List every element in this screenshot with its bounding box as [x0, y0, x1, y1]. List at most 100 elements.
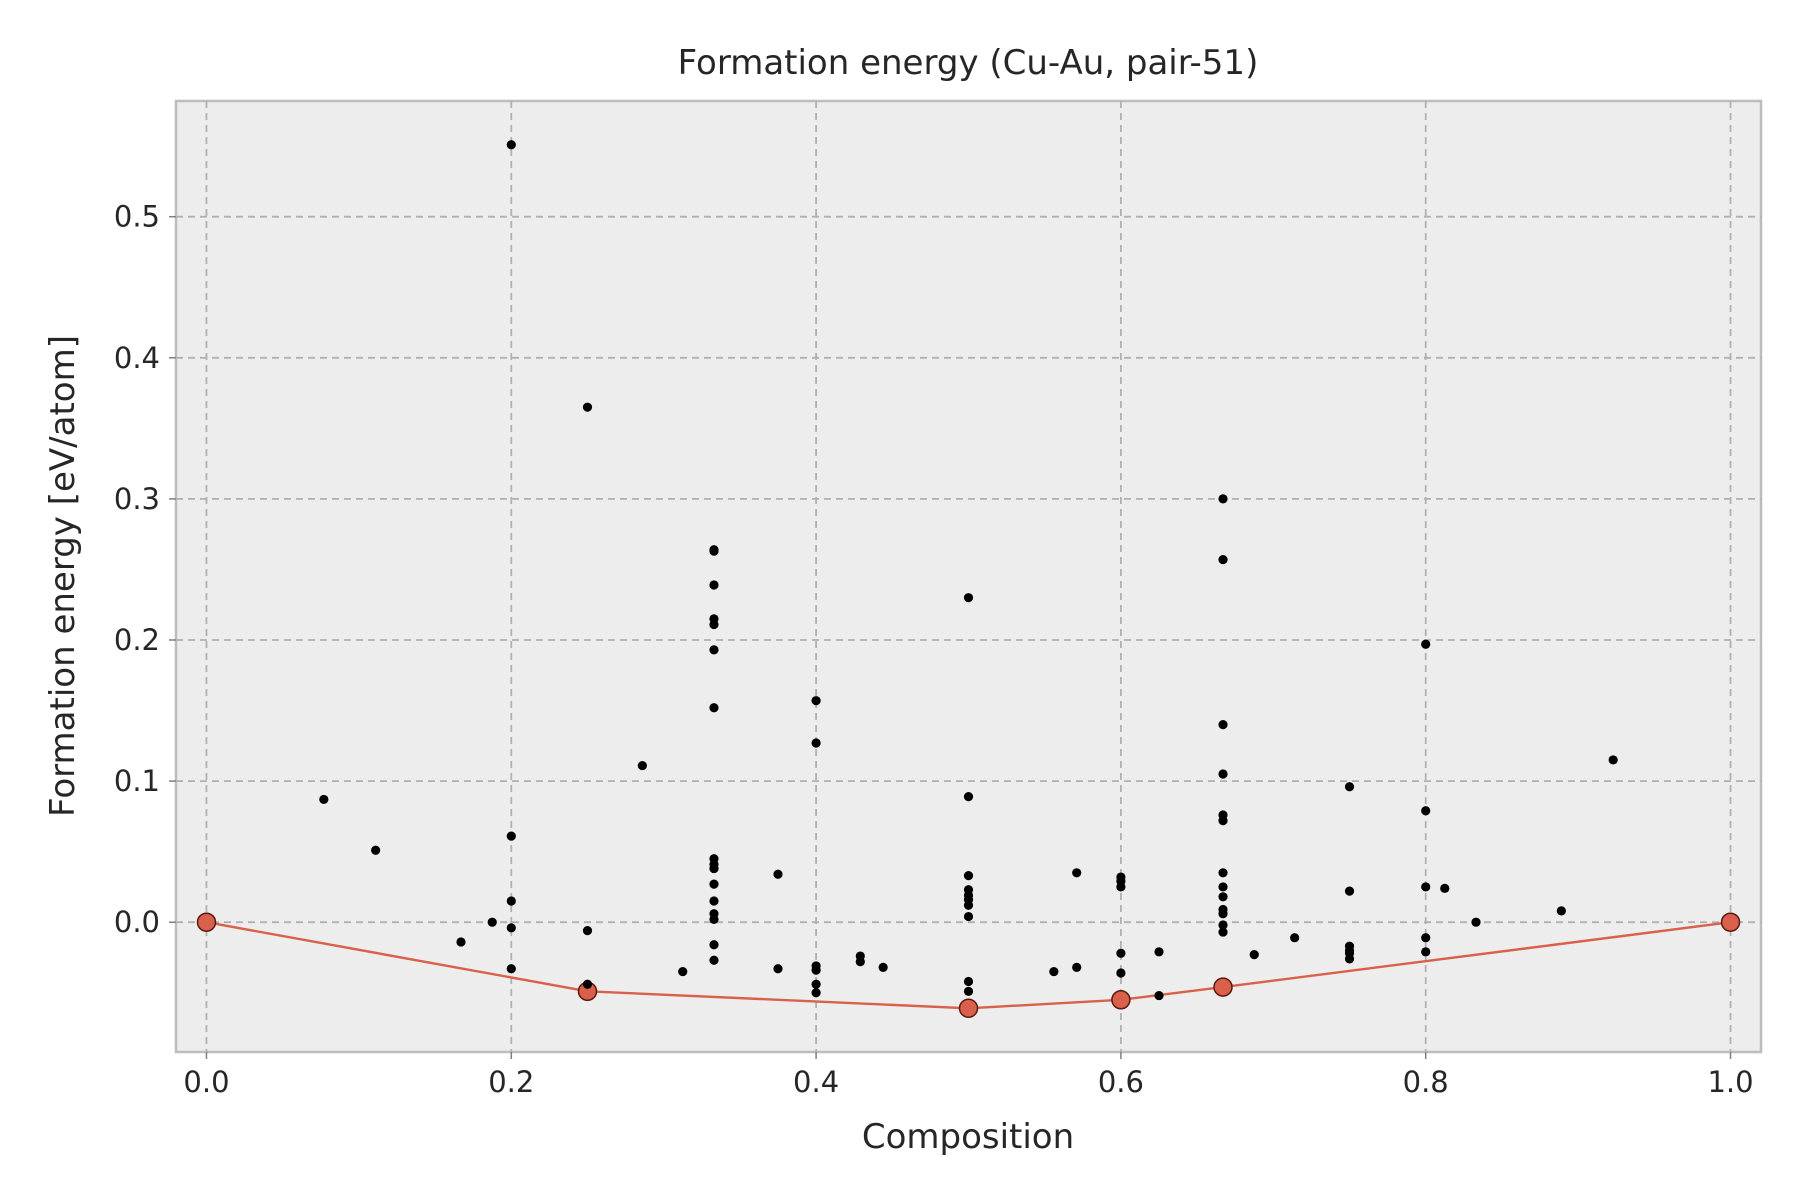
data-point: [1218, 892, 1228, 902]
data-point: [1154, 947, 1164, 957]
data-point: [582, 979, 593, 989]
data-point: [487, 917, 497, 927]
data-point: [773, 869, 783, 879]
data-point: [506, 964, 516, 974]
data-point: [506, 140, 516, 150]
data-point: [811, 696, 821, 706]
data-point: [1218, 554, 1228, 565]
data-point: [1218, 927, 1228, 937]
data-point: [1421, 806, 1431, 816]
data-point: [709, 703, 719, 713]
data-point: [637, 760, 647, 771]
data-point: [1218, 920, 1228, 930]
data-point: [582, 926, 593, 936]
data-point: [709, 645, 719, 655]
data-point: [709, 914, 719, 924]
data-point: [963, 871, 974, 881]
data-point: [709, 546, 719, 556]
data-point: [1249, 950, 1259, 960]
data-point: [1116, 968, 1126, 978]
data-point: [1218, 720, 1228, 730]
data-point: [1556, 906, 1566, 916]
data-point: [963, 792, 974, 802]
data-points: [319, 140, 1618, 1001]
data-point: [1218, 815, 1228, 826]
x-tick-label: 1.0: [1707, 1065, 1753, 1099]
data-point: [1154, 990, 1164, 1001]
data-point: [709, 940, 719, 950]
chart-title: Formation energy (Cu-Au, pair-51): [678, 43, 1259, 83]
axis-ticks: 0.0 0.2 0.4 0.6 0.8 1.0 0.0 0.1 0.2 0.3 0.4 0.5: [114, 200, 1754, 1099]
y-tick-label: 0.5: [114, 200, 160, 234]
data-point: [319, 794, 329, 805]
data-point: [709, 896, 719, 906]
data-point: [878, 962, 888, 972]
data-point: [709, 619, 719, 630]
data-point: [1344, 954, 1355, 964]
hull-point: [1111, 990, 1131, 1010]
data-point: [709, 863, 719, 874]
y-axis-label: Formation energy [eV/atom]: [43, 335, 83, 817]
data-point: [1471, 917, 1481, 927]
y-tick-label: 0.3: [114, 482, 160, 516]
data-point: [582, 402, 593, 412]
y-tick-label: 0.0: [114, 905, 160, 939]
x-tick-label: 0.6: [1098, 1065, 1144, 1099]
data-point: [1218, 882, 1228, 892]
y-tick-label: 0.4: [114, 341, 160, 375]
data-point: [811, 988, 821, 998]
data-point: [709, 879, 719, 889]
data-point: [1218, 868, 1228, 878]
data-point: [855, 957, 865, 967]
data-point: [963, 986, 974, 996]
data-point: [1218, 769, 1228, 779]
x-axis-label: Composition: [862, 1117, 1074, 1157]
y-tick-label: 0.2: [114, 623, 160, 657]
data-point: [1421, 947, 1431, 957]
data-point: [1421, 882, 1431, 892]
data-point: [1421, 639, 1431, 649]
data-point: [1218, 909, 1228, 919]
data-point: [506, 923, 516, 933]
data-point: [1608, 755, 1618, 765]
data-point: [1344, 886, 1355, 896]
convex-hull: [196, 912, 1741, 1019]
data-point: [1344, 782, 1355, 792]
data-point: [1290, 933, 1300, 943]
data-point: [963, 976, 974, 987]
grid: [176, 101, 1761, 1052]
hull-point: [1213, 977, 1233, 997]
data-point: [1421, 933, 1431, 943]
x-tick-label: 0.4: [793, 1065, 839, 1099]
data-point: [709, 955, 719, 965]
x-tick-label: 0.8: [1403, 1065, 1449, 1099]
data-point: [1116, 948, 1126, 958]
data-point: [963, 593, 974, 603]
x-tick-label: 0.0: [183, 1065, 229, 1099]
data-point: [773, 964, 783, 974]
data-point: [678, 966, 688, 977]
data-point: [709, 580, 719, 590]
data-point: [1072, 962, 1082, 972]
hull-point: [958, 998, 979, 1019]
data-point: [1440, 883, 1450, 893]
data-point: [1218, 494, 1228, 504]
data-point: [963, 900, 974, 910]
data-point: [1049, 966, 1059, 977]
y-tick-label: 0.1: [114, 764, 160, 798]
hull-point: [196, 912, 217, 932]
data-point: [456, 937, 466, 947]
x-tick-label: 0.2: [488, 1065, 534, 1099]
data-point: [371, 845, 381, 855]
data-point: [506, 831, 516, 841]
data-point: [1116, 882, 1126, 892]
data-point: [811, 979, 821, 989]
hull-line: [206, 921, 1731, 1010]
data-point: [506, 896, 516, 906]
data-point: [811, 738, 821, 748]
data-point: [1072, 868, 1082, 878]
hull-point: [1720, 912, 1741, 932]
data-point: [811, 965, 821, 975]
data-point: [963, 911, 974, 922]
